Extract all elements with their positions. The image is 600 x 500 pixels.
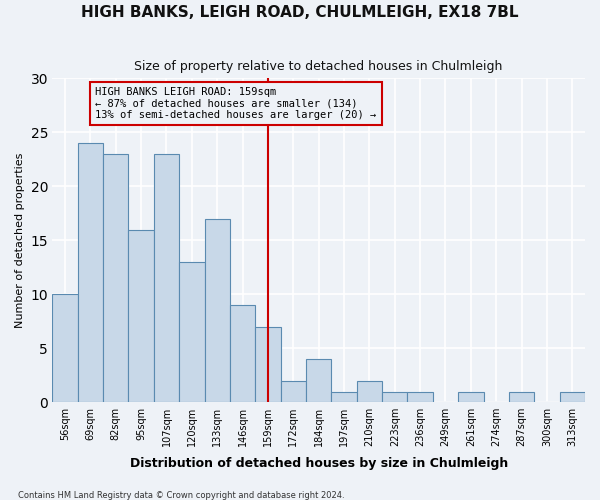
- Bar: [103, 154, 128, 402]
- Bar: [154, 154, 179, 402]
- Bar: [205, 218, 230, 402]
- Bar: [255, 326, 281, 402]
- Bar: [128, 230, 154, 402]
- Text: HIGH BANKS LEIGH ROAD: 159sqm
← 87% of detached houses are smaller (134)
13% of : HIGH BANKS LEIGH ROAD: 159sqm ← 87% of d…: [95, 87, 377, 120]
- Bar: [331, 392, 357, 402]
- Bar: [357, 380, 382, 402]
- Bar: [78, 143, 103, 403]
- Bar: [230, 305, 255, 402]
- Text: Contains HM Land Registry data © Crown copyright and database right 2024.: Contains HM Land Registry data © Crown c…: [18, 490, 344, 500]
- Bar: [560, 392, 585, 402]
- Bar: [306, 359, 331, 403]
- Bar: [52, 294, 78, 403]
- Bar: [509, 392, 534, 402]
- Title: Size of property relative to detached houses in Chulmleigh: Size of property relative to detached ho…: [134, 60, 503, 73]
- Bar: [458, 392, 484, 402]
- Y-axis label: Number of detached properties: Number of detached properties: [15, 152, 25, 328]
- Bar: [179, 262, 205, 402]
- Bar: [382, 392, 407, 402]
- Text: HIGH BANKS, LEIGH ROAD, CHULMLEIGH, EX18 7BL: HIGH BANKS, LEIGH ROAD, CHULMLEIGH, EX18…: [81, 5, 519, 20]
- Bar: [407, 392, 433, 402]
- X-axis label: Distribution of detached houses by size in Chulmleigh: Distribution of detached houses by size …: [130, 457, 508, 470]
- Bar: [281, 380, 306, 402]
